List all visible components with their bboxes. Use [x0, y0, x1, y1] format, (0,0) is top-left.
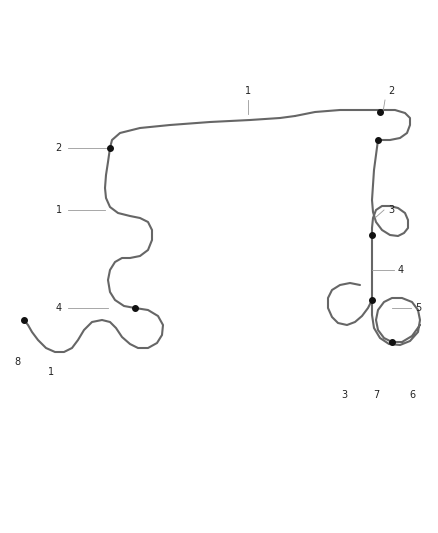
Text: 2: 2 [388, 86, 394, 96]
Text: 4: 4 [398, 265, 404, 275]
Text: 3: 3 [388, 205, 394, 215]
Text: 8: 8 [14, 357, 20, 367]
Text: 1: 1 [56, 205, 62, 215]
Text: 4: 4 [56, 303, 62, 313]
Text: 2: 2 [56, 143, 62, 153]
Text: 6: 6 [409, 390, 415, 400]
Text: 1: 1 [48, 367, 54, 377]
Text: 3: 3 [341, 390, 347, 400]
Text: 5: 5 [415, 303, 421, 313]
Text: 1: 1 [245, 86, 251, 96]
Text: 7: 7 [373, 390, 379, 400]
